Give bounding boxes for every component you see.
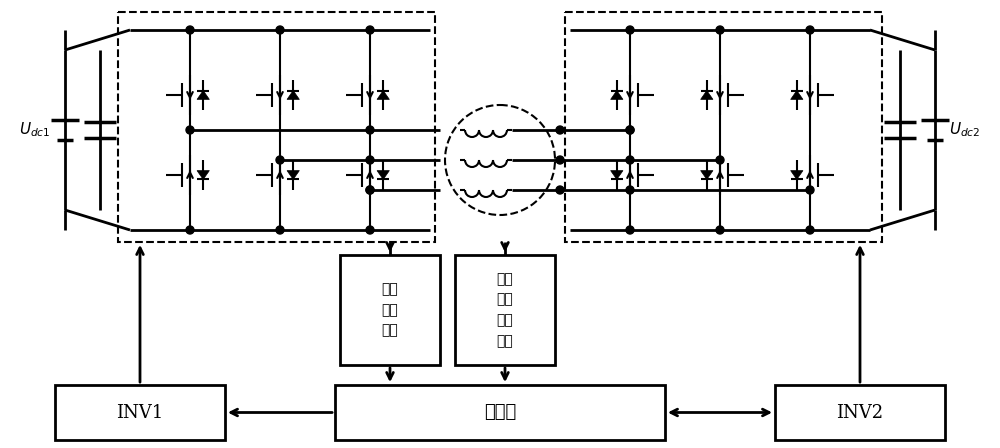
Circle shape: [366, 156, 374, 164]
Text: $U_{dc1}$: $U_{dc1}$: [19, 121, 51, 139]
Circle shape: [626, 126, 634, 134]
Circle shape: [366, 26, 374, 34]
Text: INV2: INV2: [836, 404, 884, 422]
Text: $U_{dc2}$: $U_{dc2}$: [949, 121, 981, 139]
Circle shape: [716, 226, 724, 234]
Circle shape: [366, 226, 374, 234]
Circle shape: [366, 186, 374, 194]
Polygon shape: [377, 171, 389, 179]
Circle shape: [276, 26, 284, 34]
Circle shape: [186, 26, 194, 34]
Circle shape: [556, 126, 564, 134]
Circle shape: [716, 26, 724, 34]
Circle shape: [276, 156, 284, 164]
Bar: [118, 12, 435, 242]
Circle shape: [556, 156, 564, 164]
Circle shape: [806, 186, 814, 194]
Circle shape: [556, 186, 564, 194]
Circle shape: [716, 156, 724, 164]
Polygon shape: [611, 90, 623, 99]
Polygon shape: [197, 171, 209, 179]
Polygon shape: [701, 171, 713, 179]
Polygon shape: [791, 171, 803, 179]
Polygon shape: [287, 90, 299, 99]
Polygon shape: [701, 90, 713, 99]
Circle shape: [276, 226, 284, 234]
Text: INV1: INV1: [116, 404, 164, 422]
Circle shape: [626, 156, 634, 164]
Polygon shape: [287, 171, 299, 179]
Polygon shape: [197, 90, 209, 99]
Polygon shape: [611, 171, 623, 179]
Text: 电压
电流
信号
采集: 电压 电流 信号 采集: [497, 272, 513, 348]
Circle shape: [626, 186, 634, 194]
Bar: [340, 255, 440, 365]
Circle shape: [626, 226, 634, 234]
Circle shape: [186, 226, 194, 234]
Bar: [335, 385, 665, 440]
Circle shape: [806, 26, 814, 34]
Circle shape: [626, 126, 634, 134]
Circle shape: [806, 226, 814, 234]
Circle shape: [366, 126, 374, 134]
Bar: [455, 255, 555, 365]
Bar: [565, 12, 882, 242]
Polygon shape: [791, 90, 803, 99]
Bar: [55, 385, 225, 440]
Circle shape: [366, 186, 374, 194]
Text: 控制器: 控制器: [484, 404, 516, 422]
Polygon shape: [377, 90, 389, 99]
Circle shape: [186, 126, 194, 134]
Bar: [775, 385, 945, 440]
Circle shape: [626, 26, 634, 34]
Text: 转速
信号
采集: 转速 信号 采集: [382, 282, 398, 338]
